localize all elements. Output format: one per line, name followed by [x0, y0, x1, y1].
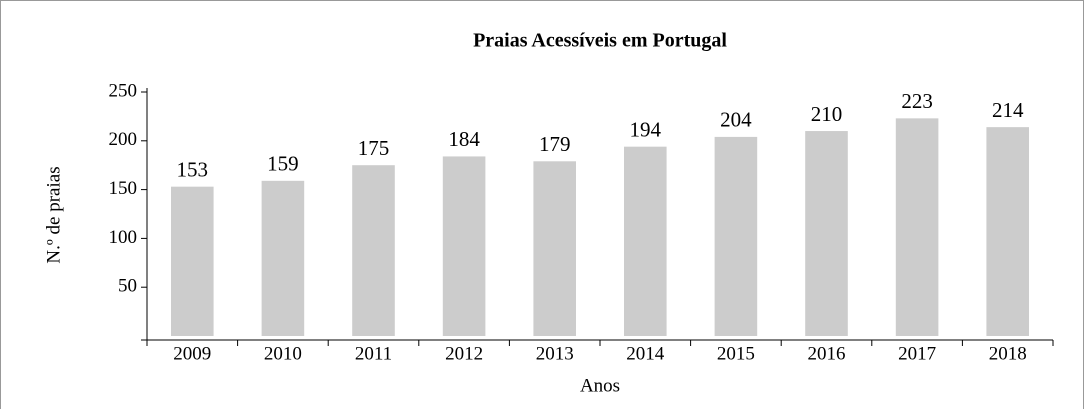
bar — [171, 186, 214, 336]
bar — [895, 118, 939, 337]
x-tick-label: 2011 — [355, 343, 392, 364]
value-label: 175 — [358, 136, 390, 160]
bar — [442, 156, 486, 336]
x-axis-label: Anos — [580, 375, 620, 396]
value-label: 223 — [901, 89, 933, 113]
chart-title: Praias Acessíveis em Portugal — [473, 30, 727, 52]
bar — [533, 161, 576, 336]
value-label: 210 — [811, 102, 843, 126]
y-axis-label: N.º de praias — [43, 166, 64, 263]
y-tick-label: 50 — [118, 276, 137, 297]
bar — [261, 180, 305, 336]
x-tick-label: 2010 — [264, 343, 302, 364]
bar — [352, 165, 395, 336]
x-tick-label: 2009 — [173, 343, 211, 364]
value-label: 159 — [267, 152, 299, 176]
value-label: 204 — [720, 108, 752, 132]
y-tick-label: 250 — [109, 80, 138, 101]
y-tick-label: 100 — [109, 227, 138, 248]
x-tick-label: 2015 — [717, 343, 755, 364]
value-label: 153 — [177, 157, 209, 181]
x-tick-label: 2018 — [989, 343, 1027, 364]
x-tick-label: 2014 — [626, 343, 665, 364]
value-label: 179 — [539, 132, 571, 156]
bar — [714, 136, 758, 336]
x-tick-label: 2012 — [445, 343, 483, 364]
bar — [986, 127, 1029, 336]
value-label: 214 — [992, 98, 1024, 122]
x-tick-label: 2017 — [898, 343, 936, 364]
x-tick-label: 2016 — [808, 343, 846, 364]
value-label: 194 — [630, 117, 662, 141]
y-tick-label: 150 — [109, 178, 138, 199]
value-label: 184 — [448, 127, 480, 151]
bar — [805, 131, 848, 336]
bar — [624, 146, 667, 336]
y-tick-label: 200 — [109, 129, 138, 150]
x-tick-label: 2013 — [536, 343, 574, 364]
